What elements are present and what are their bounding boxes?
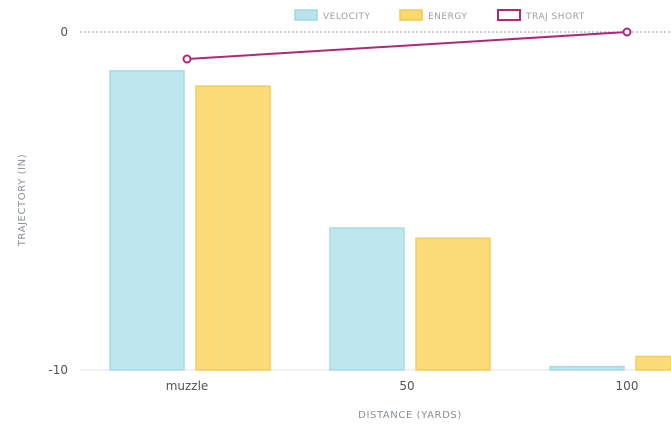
y-tick-label-0: 0: [60, 25, 68, 39]
bar-energy-1: [415, 237, 491, 371]
bar-velocity-1: [329, 227, 405, 371]
x-tick-label-1: 50: [399, 379, 414, 393]
legend-swatch-energy: [399, 9, 423, 21]
bar-energy-0: [195, 85, 271, 371]
line-traj-short: [186, 31, 628, 61]
legend-label-energy: ENERGY: [428, 12, 467, 22]
bar-energy-2: [635, 355, 671, 371]
legend-swatch-velocity: [294, 9, 318, 21]
x-tick-label-0: muzzle: [166, 379, 209, 393]
y-tick-label-1: -10: [48, 363, 68, 377]
y-axis-title: TRAJECTORY (IN): [17, 154, 28, 248]
point-traj-short-0: [182, 54, 192, 64]
legend-label-velocity: VELOCITY: [323, 12, 371, 22]
legend-label-traj-short: TRAJ SHORT: [525, 12, 585, 22]
x-axis-title: DISTANCE (YARDS): [358, 410, 462, 421]
bar-velocity-0: [109, 70, 185, 371]
point-traj-short-1: [622, 27, 632, 37]
x-tick-label-2: 100: [616, 379, 639, 393]
bar-velocity-2: [549, 365, 625, 371]
legend-swatch-traj-short: [497, 9, 521, 21]
